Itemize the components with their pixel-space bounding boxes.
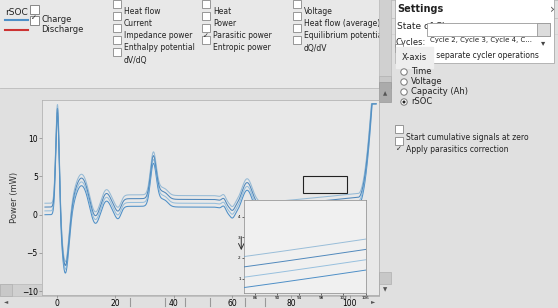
Text: Power: Power (213, 19, 236, 29)
Text: ✓: ✓ (31, 15, 36, 21)
Y-axis label: Power (mW): Power (mW) (10, 172, 19, 223)
Bar (293, 36, 301, 44)
Text: ✓: ✓ (396, 146, 401, 152)
Bar (379, 82, 391, 102)
Bar (293, 12, 301, 20)
Circle shape (401, 99, 407, 105)
Text: Voltage: Voltage (411, 78, 442, 87)
Text: ▲: ▲ (383, 91, 387, 96)
Bar (30, 16, 39, 25)
Bar (303, 176, 347, 193)
Text: Heat flow (average): Heat flow (average) (304, 19, 380, 29)
Text: X-axis: X-axis (402, 53, 427, 62)
Bar (537, 23, 550, 36)
Bar (202, 24, 210, 32)
Bar (427, 23, 550, 36)
Text: State of Charge: State of Charge (397, 22, 468, 31)
Text: 1$^{st}$: 1$^{st}$ (246, 235, 258, 248)
Text: ►: ► (371, 299, 375, 305)
Text: Cycles:: Cycles: (395, 38, 425, 47)
Bar (0, 284, 379, 296)
Text: Voltage: Voltage (304, 7, 333, 17)
Text: Current: Current (124, 19, 153, 29)
Text: Apply parasitics correction: Apply parasitics correction (406, 144, 508, 153)
Text: ✓: ✓ (396, 53, 401, 59)
Text: Impedance power: Impedance power (124, 31, 193, 40)
Bar (367, 284, 379, 296)
Text: ▾: ▾ (541, 38, 545, 47)
Circle shape (401, 69, 407, 75)
Bar (113, 0, 121, 8)
Bar (379, 0, 391, 88)
Bar (113, 48, 121, 56)
Bar (113, 24, 121, 32)
Text: dV/dQ: dV/dQ (124, 55, 147, 64)
Bar (30, 5, 39, 14)
Bar (379, 272, 391, 284)
Text: Charge: Charge (41, 14, 71, 23)
Bar (202, 36, 210, 44)
Bar (395, 137, 403, 145)
Bar (395, 125, 403, 133)
Text: rSOC: rSOC (5, 8, 28, 17)
Text: Equilibrium potential: Equilibrium potential (304, 31, 385, 40)
Circle shape (401, 79, 407, 85)
Bar (202, 12, 210, 20)
Bar (395, 44, 403, 52)
Text: ◄: ◄ (4, 299, 8, 305)
Bar (395, 0, 554, 63)
Bar (113, 36, 121, 44)
Text: Settings: Settings (397, 4, 443, 14)
Bar (113, 12, 121, 20)
Bar (0, 0, 391, 88)
Text: Include separate cycler operations: Include separate cycler operations (406, 51, 539, 60)
Text: Enthalpy potential: Enthalpy potential (124, 43, 195, 52)
Text: rSOC: rSOC (411, 98, 432, 107)
Text: Discharge: Discharge (41, 26, 83, 34)
Bar (293, 24, 301, 32)
Text: Entropic power: Entropic power (213, 43, 271, 52)
Text: Capacity (Ah): Capacity (Ah) (411, 87, 468, 96)
Text: ▼: ▼ (383, 287, 387, 293)
Text: Start cumulative signals at zero: Start cumulative signals at zero (406, 132, 528, 141)
Text: 4$^{th}$: 4$^{th}$ (246, 254, 258, 266)
Bar (202, 0, 210, 8)
Text: Cycle 2, Cycle 3, Cycle 4, C...: Cycle 2, Cycle 3, Cycle 4, C... (430, 37, 532, 43)
Circle shape (401, 89, 407, 95)
Text: ›: › (550, 2, 555, 15)
Text: dQ/dV: dQ/dV (304, 43, 328, 52)
Text: Time: Time (411, 67, 431, 76)
Circle shape (402, 100, 406, 103)
Text: Heat: Heat (213, 7, 231, 17)
Text: Heat flow: Heat flow (124, 7, 161, 17)
Text: ✓: ✓ (203, 33, 208, 39)
Bar (293, 0, 301, 8)
Text: Parasitic power: Parasitic power (213, 31, 272, 40)
Bar (0, 284, 12, 296)
Bar (379, 76, 391, 88)
